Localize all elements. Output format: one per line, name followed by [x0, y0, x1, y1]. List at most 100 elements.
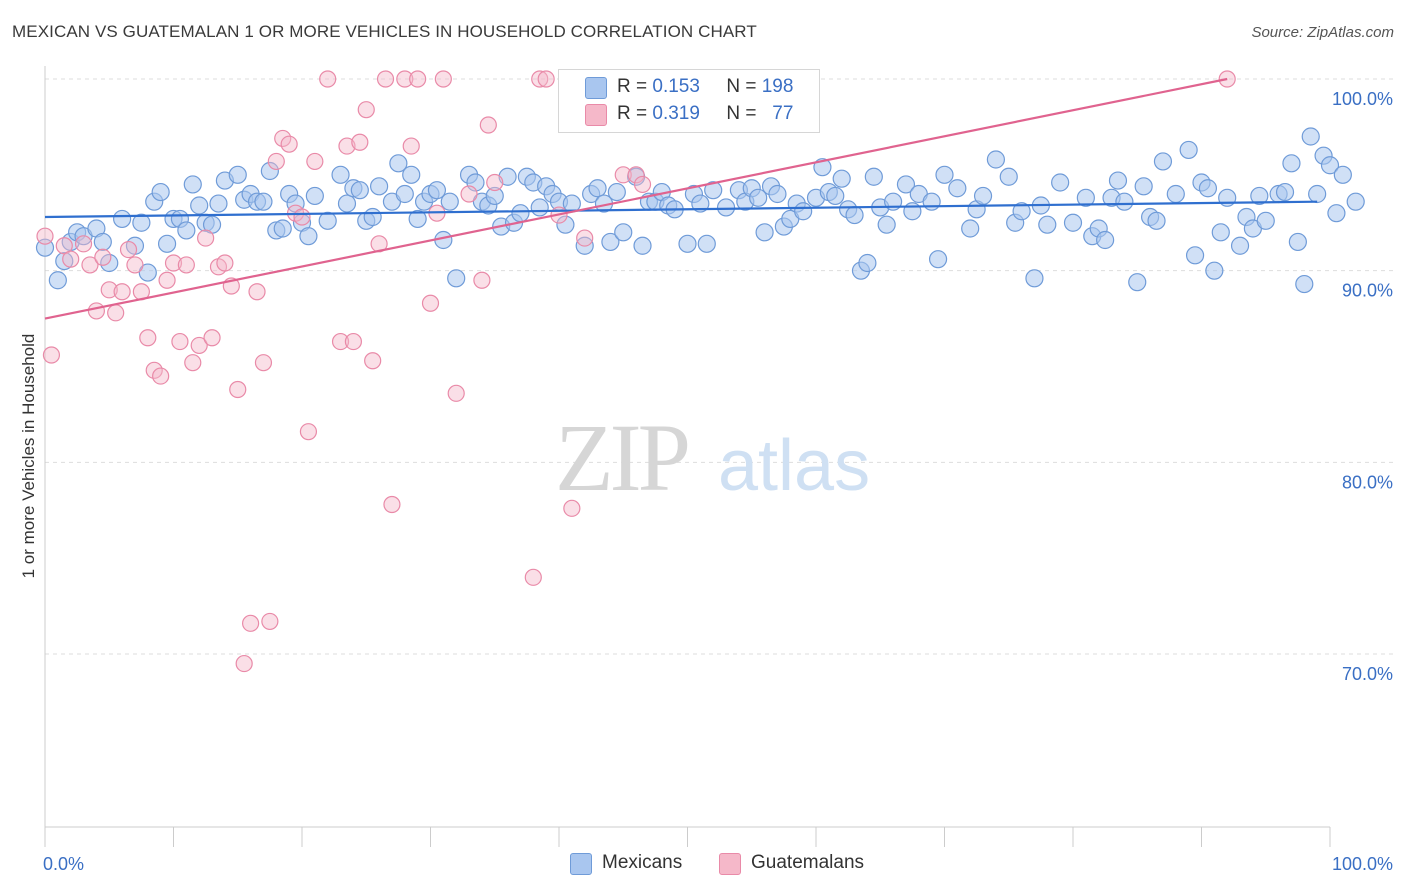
point-guatemalans	[107, 304, 125, 322]
point-guatemalans	[344, 332, 362, 351]
point-mexicans	[305, 186, 324, 206]
point-mexicans	[273, 219, 292, 238]
point-mexicans	[755, 223, 774, 242]
point-mexicans	[299, 227, 318, 246]
point-mexicans	[1076, 188, 1095, 207]
legend-swatch-guatemalans	[585, 104, 607, 126]
point-mexicans	[151, 182, 170, 202]
point-mexicans	[530, 198, 549, 217]
point-mexicans	[614, 223, 633, 242]
point-mexicans	[157, 234, 177, 253]
bottom-legend-swatch-mexicans	[570, 853, 592, 875]
point-mexicans	[318, 211, 337, 230]
point-mexicans	[1096, 230, 1115, 250]
point-guatemalans	[421, 294, 440, 312]
point-mexicans	[1275, 182, 1295, 202]
point-mexicans	[749, 188, 768, 207]
point-mexicans	[1108, 171, 1128, 190]
point-guatemalans	[376, 70, 395, 88]
point-mexicans	[858, 253, 877, 273]
legend-row-guatemalans: R = 0.319 N = 77	[559, 101, 819, 127]
point-mexicans	[254, 192, 273, 211]
point-guatemalans	[235, 654, 253, 673]
point-mexicans	[794, 202, 813, 221]
point-mexicans	[55, 251, 74, 271]
point-mexicans	[440, 192, 459, 211]
point-mexicans	[511, 204, 530, 223]
point-guatemalans	[197, 229, 215, 247]
point-mexicans	[177, 221, 196, 240]
point-mexicans	[337, 194, 357, 213]
point-guatemalans	[338, 137, 356, 155]
point-mexicans	[498, 167, 517, 186]
point-guatemalans	[576, 229, 594, 247]
point-mexicans	[768, 184, 787, 204]
point-mexicans	[485, 186, 504, 206]
point-guatemalans	[254, 354, 273, 372]
point-mexicans	[607, 182, 626, 202]
point-mexicans	[1320, 156, 1340, 175]
watermark-atlas: atlas	[718, 426, 870, 506]
point-mexicans	[928, 250, 948, 269]
legend-n-value-mexicans: 198	[761, 76, 794, 97]
point-guatemalans	[351, 133, 369, 151]
point-mexicans	[1115, 192, 1134, 211]
point-mexicans	[1025, 269, 1044, 288]
x-tick-label: 100.0%	[1332, 854, 1393, 874]
bottom-legend-label-guatemalans: Guatemalans	[751, 852, 865, 873]
point-guatemalans	[402, 137, 420, 155]
point-guatemalans	[531, 70, 549, 88]
chart-title: MEXICAN VS GUATEMALAN 1 OR MORE VEHICLES…	[12, 22, 757, 41]
point-mexicans	[864, 167, 883, 186]
grid	[45, 78, 1395, 655]
point-guatemalans	[100, 281, 118, 299]
point-guatemalans	[524, 568, 542, 586]
point-guatemalans	[152, 367, 170, 385]
point-mexicans	[1179, 140, 1198, 160]
point-mexicans	[1198, 179, 1218, 198]
legend-swatch-mexicans	[585, 77, 607, 99]
x-tick-label: 0.0%	[43, 854, 84, 874]
point-mexicans	[1211, 223, 1230, 242]
y-tick-label: 100.0%	[1332, 89, 1393, 109]
point-mexicans	[1230, 236, 1250, 255]
point-guatemalans	[62, 250, 80, 268]
point-mexicans	[447, 269, 466, 288]
point-mexicans	[935, 165, 954, 184]
point-mexicans	[183, 175, 202, 194]
point-mexicans	[132, 213, 151, 232]
point-guatemalans	[409, 70, 427, 88]
point-guatemalans	[81, 256, 99, 274]
point-mexicans	[1038, 215, 1057, 234]
point-mexicans	[1185, 246, 1205, 265]
y-tick-label: 90.0%	[1342, 281, 1393, 301]
point-guatemalans	[190, 336, 208, 355]
series-guatemalans	[36, 70, 1236, 673]
point-mexicans	[948, 179, 967, 198]
point-mexicans	[190, 196, 209, 215]
point-mexicans	[826, 186, 845, 206]
point-guatemalans	[383, 495, 401, 514]
point-mexicans	[1327, 204, 1346, 223]
point-mexicans	[633, 236, 652, 255]
legend-r-value-mexicans: 0.153	[652, 76, 700, 97]
point-guatemalans	[434, 70, 452, 88]
point-guatemalans	[158, 271, 176, 289]
point-mexicans	[402, 165, 421, 184]
y-tick-label: 70.0%	[1342, 664, 1393, 684]
point-mexicans	[331, 165, 350, 184]
point-guatemalans	[94, 248, 112, 266]
point-guatemalans	[627, 166, 645, 184]
point-mexicans	[697, 234, 716, 253]
point-mexicans	[260, 161, 279, 181]
point-mexicans	[903, 202, 922, 221]
point-mexicans	[209, 194, 228, 213]
point-mexicans	[716, 198, 736, 217]
point-guatemalans	[633, 175, 652, 194]
series-mexicans	[35, 127, 1365, 294]
point-guatemalans	[319, 70, 337, 88]
point-mexicans	[100, 253, 119, 273]
point-mexicans	[1250, 186, 1269, 206]
point-mexicans	[408, 209, 427, 229]
point-mexicans	[395, 184, 414, 204]
